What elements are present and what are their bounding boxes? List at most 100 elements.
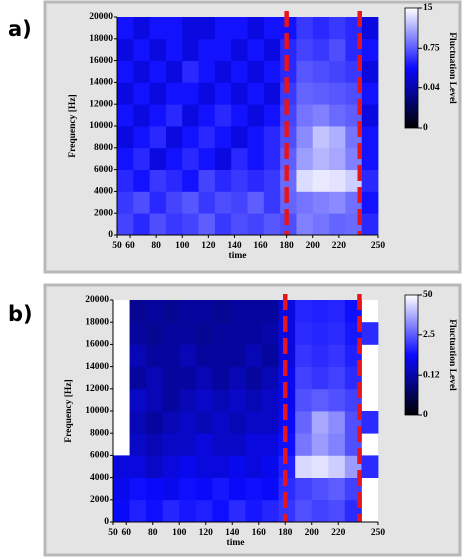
- heat-cell: [212, 411, 230, 434]
- heat-cell: [198, 82, 216, 105]
- heat-cell: [329, 191, 346, 214]
- heat-cell: [212, 344, 230, 367]
- heat-cell: [228, 300, 246, 323]
- heat-cell: [129, 388, 147, 412]
- heat-cell: [312, 169, 330, 192]
- x-tick-label: 60: [122, 528, 132, 538]
- heat-cell: [361, 82, 379, 105]
- heat-cell: [263, 213, 281, 236]
- heat-cell: [329, 82, 346, 105]
- heat-cell: [198, 147, 216, 170]
- x-tick-label: 220: [332, 241, 347, 251]
- heat-cell: [129, 499, 147, 523]
- heat-cell: [231, 60, 248, 83]
- heat-cell: [262, 411, 280, 434]
- heat-cell: [280, 60, 297, 83]
- heat-cell: [179, 455, 197, 478]
- heat-cell: [329, 169, 346, 192]
- x-tick-label: 200: [305, 528, 320, 538]
- heat-cell: [179, 477, 197, 501]
- heat-cell: [212, 433, 230, 456]
- heat-cell: [117, 213, 134, 236]
- heat-cell: [212, 455, 230, 478]
- heat-cell: [361, 126, 379, 149]
- heat-cell: [195, 433, 213, 456]
- x-tick-label: 60: [125, 241, 135, 251]
- heat-cell: [146, 366, 164, 390]
- heat-cell: [231, 104, 248, 127]
- heat-cell: [129, 433, 147, 456]
- heat-cell: [296, 191, 314, 214]
- heat-cell: [214, 126, 232, 149]
- heat-cell: [311, 344, 329, 367]
- y-tick-label: 4000: [90, 473, 109, 483]
- colorbar-label: Fluctuation Level: [447, 32, 457, 104]
- heat-cell: [162, 344, 180, 367]
- heat-cell: [263, 191, 281, 214]
- heat-cell: [312, 104, 330, 127]
- heat-cell: [262, 477, 280, 501]
- heat-cell: [278, 499, 296, 523]
- y-tick-label: 14000: [85, 362, 109, 372]
- heat-cell: [262, 344, 280, 367]
- heat-cell: [329, 213, 346, 236]
- heat-cell: [195, 322, 213, 345]
- heat-cell: [247, 82, 265, 105]
- heat-cell: [231, 126, 248, 149]
- heat-cell: [228, 366, 246, 390]
- heat-cell: [182, 60, 199, 83]
- heat-cell: [214, 17, 232, 40]
- colorbar-tick-label: 0: [423, 410, 428, 420]
- heat-cell: [146, 411, 164, 434]
- heat-cell: [198, 104, 216, 127]
- heat-cell: [311, 455, 329, 478]
- heat-cell: [117, 169, 134, 192]
- heat-cell: [149, 191, 167, 214]
- x-tick-label: 100: [172, 528, 187, 538]
- heat-cell: [329, 60, 346, 83]
- heat-cell: [329, 104, 346, 127]
- heat-cell: [212, 388, 230, 412]
- colorbar: [404, 294, 419, 416]
- heat-cell: [311, 322, 329, 345]
- heat-cell: [278, 300, 296, 323]
- heat-cell: [195, 344, 213, 367]
- heat-cell: [312, 147, 330, 170]
- heat-cell: [162, 322, 180, 345]
- heat-cell: [179, 411, 197, 434]
- heat-cell: [182, 82, 199, 105]
- heat-cell: [214, 38, 232, 61]
- colorbar-tick-label: 0: [423, 123, 428, 133]
- heat-cell: [165, 17, 183, 40]
- x-axis-label: time: [229, 251, 247, 261]
- heat-cell: [296, 126, 314, 149]
- heat-cell: [295, 300, 313, 323]
- colorbar-label: Fluctuation Level: [447, 319, 457, 391]
- heat-cell: [179, 433, 197, 456]
- heat-cell: [245, 499, 263, 523]
- colorbar: [404, 7, 419, 129]
- heat-cell: [214, 104, 232, 127]
- heat-cell: [231, 169, 248, 192]
- heat-cell: [311, 366, 329, 390]
- y-tick-label: 12000: [89, 99, 113, 109]
- heat-cell: [328, 322, 346, 345]
- heat-cell: [295, 322, 313, 345]
- heat-cell: [165, 60, 183, 83]
- heat-cell: [245, 477, 263, 501]
- heat-cell: [146, 388, 164, 412]
- colorbar-tick-label: 15: [423, 3, 433, 13]
- panel-label: a): [8, 17, 32, 41]
- heat-cell: [162, 411, 180, 434]
- heat-cell: [280, 82, 297, 105]
- heat-cell: [165, 147, 183, 170]
- heat-cell: [278, 411, 296, 434]
- heat-cell: [231, 17, 248, 40]
- heat-cell: [328, 433, 346, 456]
- heat-cell: [361, 38, 379, 61]
- heat-cell: [182, 169, 199, 192]
- heat-cell: [311, 388, 329, 412]
- heat-cell: [179, 499, 197, 523]
- heat-cell: [214, 213, 232, 236]
- heat-cell: [247, 17, 265, 40]
